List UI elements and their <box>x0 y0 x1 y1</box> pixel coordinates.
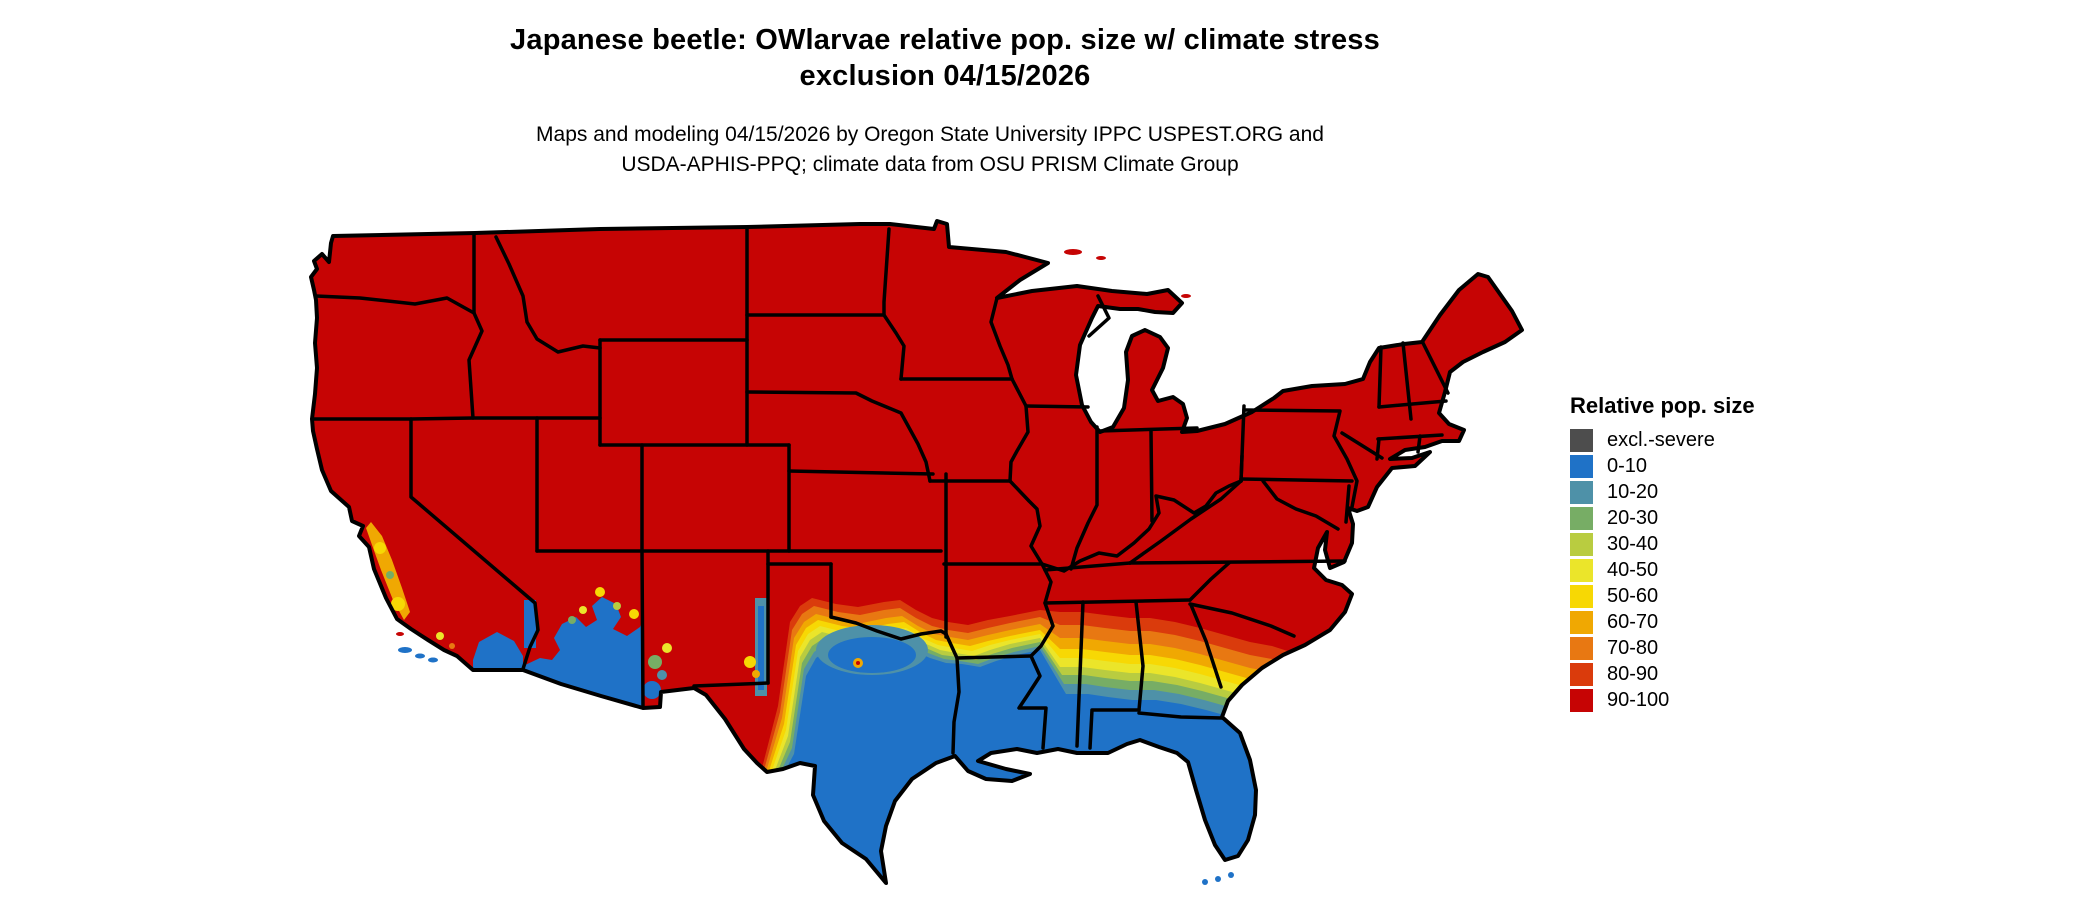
legend-items: excl.-severe 0-10 10-20 20-30 30-40 40-50 50-6… <box>1570 429 1870 712</box>
legend-item: 90-100 <box>1570 689 1870 712</box>
offshore-features <box>396 249 1234 885</box>
superior-island <box>1096 256 1106 260</box>
legend-swatch <box>1570 429 1593 452</box>
zone-nm-speck-4 <box>662 643 672 653</box>
legend-item: 20-30 <box>1570 507 1870 530</box>
legend-label: 30-40 <box>1607 533 1659 555</box>
zone-az-fringe-1 <box>595 587 605 597</box>
zone-nm-speck-5 <box>643 681 661 699</box>
legend-label: 60-70 <box>1607 611 1659 633</box>
legend-item: 80-90 <box>1570 663 1870 686</box>
legend-label: 40-50 <box>1607 559 1659 581</box>
zone-texas-hot-spot-core <box>856 661 860 665</box>
legend-swatch <box>1570 533 1593 556</box>
florida-key-2 <box>1215 876 1221 882</box>
zone-az-fringe-4 <box>629 609 639 619</box>
legend-swatch <box>1570 455 1593 478</box>
zone-nm-speck-2 <box>752 670 760 678</box>
subtitle-line-1: Maps and modeling 04/15/2026 by Oregon S… <box>536 123 1324 146</box>
florida-key-1 <box>1202 879 1208 885</box>
zone-texas-hill-blue <box>828 637 916 673</box>
zone-ca-patch-5 <box>369 577 375 583</box>
legend-label: 50-60 <box>1607 585 1659 607</box>
legend-swatch <box>1570 481 1593 504</box>
florida-key-3 <box>1228 872 1234 878</box>
legend-label: 0-10 <box>1607 455 1648 477</box>
legend-label: 70-80 <box>1607 637 1659 659</box>
legend-swatch <box>1570 507 1593 530</box>
channel-island-4 <box>396 632 404 636</box>
channel-island-2 <box>415 653 425 659</box>
map-title: Japanese beetle: OWlarvae relative pop. … <box>0 22 1890 94</box>
subtitle-line-2: USDA-APHIS-PPQ; climate data from OSU PR… <box>621 153 1239 176</box>
legend-item: 10-20 <box>1570 481 1870 504</box>
map-subtitle: Maps and modeling 04/15/2026 by Oregon S… <box>0 120 1860 180</box>
legend-item: 40-50 <box>1570 559 1870 582</box>
legend-item: 50-60 <box>1570 585 1870 608</box>
huron-island <box>1181 294 1191 298</box>
legend-label: 80-90 <box>1607 663 1659 685</box>
legend-item: 30-40 <box>1570 533 1870 556</box>
zone-az-fringe-3 <box>579 606 587 614</box>
legend: Relative pop. size excl.-severe 0-10 10-20… <box>1570 393 1870 712</box>
legend-label: 10-20 <box>1607 481 1659 503</box>
legend-swatch <box>1570 585 1593 608</box>
zone-ca-patch-8 <box>436 632 444 640</box>
channel-island-1 <box>398 647 412 653</box>
legend-item: 70-80 <box>1570 637 1870 660</box>
zone-ca-patch-1 <box>391 597 405 611</box>
legend-title: Relative pop. size <box>1570 393 1755 418</box>
zone-nm-speck-3 <box>648 655 662 669</box>
legend-label: excl.-severe <box>1607 429 1715 451</box>
isle-royale <box>1064 249 1082 255</box>
title-line-1: Japanese beetle: OWlarvae relative pop. … <box>510 24 1380 56</box>
zone-ca-patch-3 <box>386 571 394 579</box>
zone-socal-desert-blue <box>473 632 523 670</box>
legend-swatch <box>1570 689 1593 712</box>
legend-item: excl.-severe <box>1570 429 1870 452</box>
legend-label: 20-30 <box>1607 507 1659 529</box>
legend-label: 90-100 <box>1607 689 1670 711</box>
zone-nm-valley-blue <box>758 606 764 690</box>
title-line-2: exclusion 04/15/2026 <box>799 60 1091 92</box>
zone-ca-patch-9 <box>449 643 455 649</box>
legend-item: 0-10 <box>1570 455 1870 478</box>
nation-outline <box>309 219 1524 885</box>
zone-az-fringe-2 <box>613 602 621 610</box>
legend-item: 60-70 <box>1570 611 1870 634</box>
zone-nm-speck-1 <box>744 656 756 668</box>
legend-swatch <box>1570 559 1593 582</box>
legend-swatch <box>1570 663 1593 686</box>
legend-swatch <box>1570 637 1593 660</box>
zone-nm-speck-6 <box>657 670 667 680</box>
channel-island-3 <box>428 657 438 663</box>
zone-ca-patch-2 <box>374 542 386 554</box>
state-borders <box>310 225 1450 755</box>
legend-swatch <box>1570 611 1593 634</box>
zone-colorado-river-blue <box>524 600 536 648</box>
zone-az-fringe-5 <box>568 616 576 624</box>
